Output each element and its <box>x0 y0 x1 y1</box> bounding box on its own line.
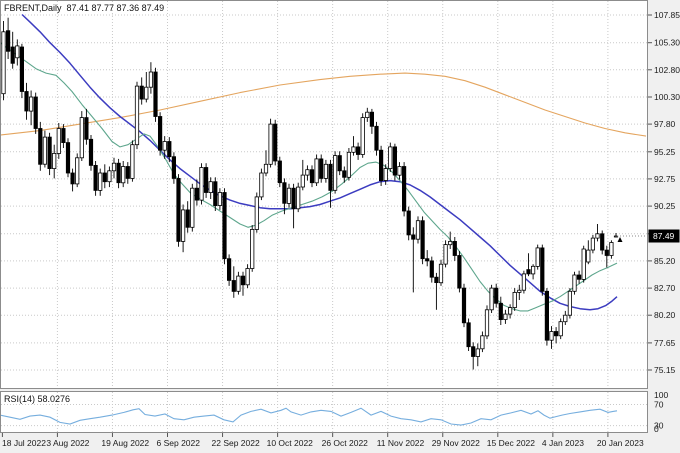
date-tick-label: 15 Dec 2022 <box>487 438 535 448</box>
price-tick-label: 102.80 <box>654 65 680 75</box>
grid <box>1 1 647 432</box>
rsi-tick-label: 70 <box>654 400 664 410</box>
ma-slow-line <box>1 72 647 137</box>
time-axis[interactable]: 18 Jul 2022 3 Aug 2022 19 Aug 2022 6 Sep 20… <box>1 433 644 448</box>
date-tick-label: 22 Sep 2022 <box>212 438 260 448</box>
date-tick-label: 19 Aug 2022 <box>101 438 149 448</box>
moving-averages <box>1 13 647 312</box>
price-tick-label: 105.30 <box>654 38 680 48</box>
price-tick-label: 77.65 <box>654 338 676 348</box>
ma-fast-line <box>1 42 618 312</box>
price-tick-label: 80.20 <box>654 310 676 320</box>
date-tick-label: 11 Nov 2022 <box>377 438 425 448</box>
rsi-indicator-label: RSI(14) 58.0276 <box>4 394 71 404</box>
last-price-box: 87.49 <box>648 229 680 243</box>
price-tick-label: 85.20 <box>654 256 676 266</box>
ma-mid-line <box>21 13 618 311</box>
rsi-panel[interactable] <box>0 391 648 433</box>
price-tick-label: 100.30 <box>654 92 680 102</box>
price-tick-label: 75.15 <box>654 365 676 375</box>
date-tick-label: 20 Jan 2023 <box>597 438 644 448</box>
date-tick-label: 6 Sep 2022 <box>157 438 201 448</box>
price-tick-label: 97.80 <box>654 119 676 129</box>
rsi-tick-label: 30 <box>654 421 664 431</box>
main-panel[interactable] <box>0 0 648 389</box>
date-tick-label: 4 Jan 2023 <box>542 438 584 448</box>
last-price-arrow-icon <box>617 237 623 243</box>
svg-text:87.49: 87.49 <box>653 231 675 241</box>
rsi-tick-label: 0 <box>654 424 659 434</box>
price-tick-label: 92.75 <box>654 174 676 184</box>
date-tick-label: 26 Oct 2022 <box>322 438 369 448</box>
date-tick-label: 18 Jul 2022 <box>2 438 46 448</box>
rsi-line <box>1 407 618 426</box>
price-tick-label: 107.85 <box>654 10 680 20</box>
price-tick-label: 90.25 <box>654 201 676 211</box>
price-tick-label: 95.25 <box>654 147 676 157</box>
date-tick-label: 10 Oct 2022 <box>267 438 314 448</box>
rsi-tick-label: 100 <box>654 390 668 400</box>
candles <box>1 17 619 370</box>
date-tick-label: 29 Nov 2022 <box>432 438 480 448</box>
date-tick-label: 3 Aug 2022 <box>46 438 89 448</box>
price-tick-label: 82.70 <box>654 283 676 293</box>
chart-title: FBRENT,Daily 87.41 87.77 87.36 87.49 <box>4 3 165 13</box>
